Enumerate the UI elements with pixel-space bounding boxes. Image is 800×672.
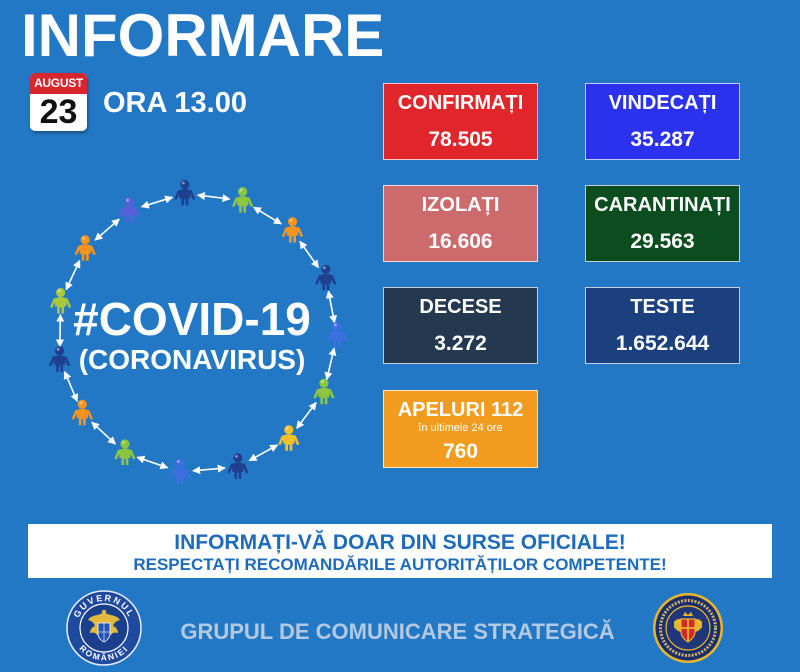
person-icon xyxy=(315,264,337,291)
person-icon xyxy=(50,287,71,314)
double-arrow-icon xyxy=(91,421,116,445)
stat-value-calls-112: 760 xyxy=(442,440,479,463)
stat-value-isolated: 16.606 xyxy=(428,230,493,253)
people-circle-illustration xyxy=(49,179,348,484)
stat-card-deaths: DECESE 3.272 xyxy=(383,287,538,364)
eagle-emblem-icon xyxy=(88,609,120,643)
double-arrow-icon xyxy=(136,455,169,470)
double-arrow-icon xyxy=(55,313,65,348)
double-arrow-icon xyxy=(196,192,231,203)
stat-label-deaths: DECESE xyxy=(419,296,502,318)
stat-label-recovered: VINDECAȚI xyxy=(608,92,717,114)
double-arrow-icon xyxy=(192,464,226,475)
government-seal-logo: GUVERNUL ROMÂNIEI xyxy=(66,590,142,666)
report-time: ORA 13.00 xyxy=(103,87,247,119)
page-title: INFORMARE xyxy=(21,2,385,69)
person-icon xyxy=(174,179,196,206)
person-icon xyxy=(278,425,300,451)
stat-card-recovered: VINDECAȚI 35.287 xyxy=(585,83,740,160)
double-arrow-icon xyxy=(65,259,81,291)
stat-value-deaths: 3.272 xyxy=(434,332,487,355)
stat-value-confirmed: 78.505 xyxy=(428,128,493,151)
person-icon xyxy=(72,399,93,426)
double-arrow-icon xyxy=(248,444,279,462)
stat-label-calls-112: APELURI 112 xyxy=(397,399,524,421)
calendar-icon: AUGUST 23 xyxy=(30,73,87,131)
double-arrow-icon xyxy=(299,240,320,269)
stat-label-isolated: IZOLAȚI xyxy=(421,194,500,216)
double-arrow-icon xyxy=(296,401,317,429)
stat-value-tests: 1.652.644 xyxy=(615,332,710,355)
person-icon xyxy=(326,321,348,348)
stat-label-tests: TESTE xyxy=(630,296,695,318)
person-icon xyxy=(232,187,253,213)
person-icon xyxy=(74,235,96,261)
person-icon xyxy=(49,346,70,372)
covid-hashtag: #COVID-19 xyxy=(73,293,311,345)
person-icon xyxy=(118,197,140,223)
double-arrow-icon xyxy=(325,290,338,324)
stat-card-isolated: IZOLAȚI 16.606 xyxy=(383,185,538,262)
stat-value-quarantined: 29.563 xyxy=(630,230,695,253)
person-icon xyxy=(114,439,136,465)
crest-emblem-icon xyxy=(674,612,702,643)
stat-card-calls-112: APELURI 112 în ultimele 24 ore 760 xyxy=(383,390,538,468)
double-arrow-icon xyxy=(63,370,79,403)
stat-label-quarantined: CARANTINAȚI xyxy=(594,194,731,216)
double-arrow-icon xyxy=(253,206,282,225)
person-icon xyxy=(169,458,191,484)
stat-card-tests: TESTE 1.652.644 xyxy=(585,287,740,364)
person-icon xyxy=(227,453,249,479)
stat-note-calls-112: în ultimele 24 ore xyxy=(418,422,503,434)
stat-card-quarantined: CARANTINAȚI 29.563 xyxy=(585,185,740,262)
ministry-seal-logo xyxy=(653,593,723,663)
stat-value-recovered: 35.287 xyxy=(630,128,695,151)
calendar-month: AUGUST xyxy=(30,73,87,94)
double-arrow-icon xyxy=(324,347,337,381)
banner-line-1: INFORMAȚI-VĂ DOAR DIN SURSE OFICIALE! xyxy=(174,531,626,554)
footer-organization: GRUPUL DE COMUNICARE STRATEGICĂ xyxy=(180,619,615,644)
person-icon xyxy=(282,217,303,243)
banner-line-2: RESPECTAȚI RECOMANDĂRILE AUTORITĂȚILOR C… xyxy=(133,555,667,574)
calendar-day: 23 xyxy=(39,93,78,131)
coronavirus-subtitle: (CORONAVIRUS) xyxy=(78,344,306,375)
double-arrow-icon xyxy=(94,218,120,241)
double-arrow-icon xyxy=(140,195,174,209)
stat-card-confirmed: CONFIRMAȚI 78.505 xyxy=(383,83,538,160)
stat-label-confirmed: CONFIRMAȚI xyxy=(397,92,524,114)
person-icon xyxy=(313,378,335,405)
official-sources-banner: INFORMAȚI-VĂ DOAR DIN SURSE OFICIALE! RE… xyxy=(28,524,772,578)
